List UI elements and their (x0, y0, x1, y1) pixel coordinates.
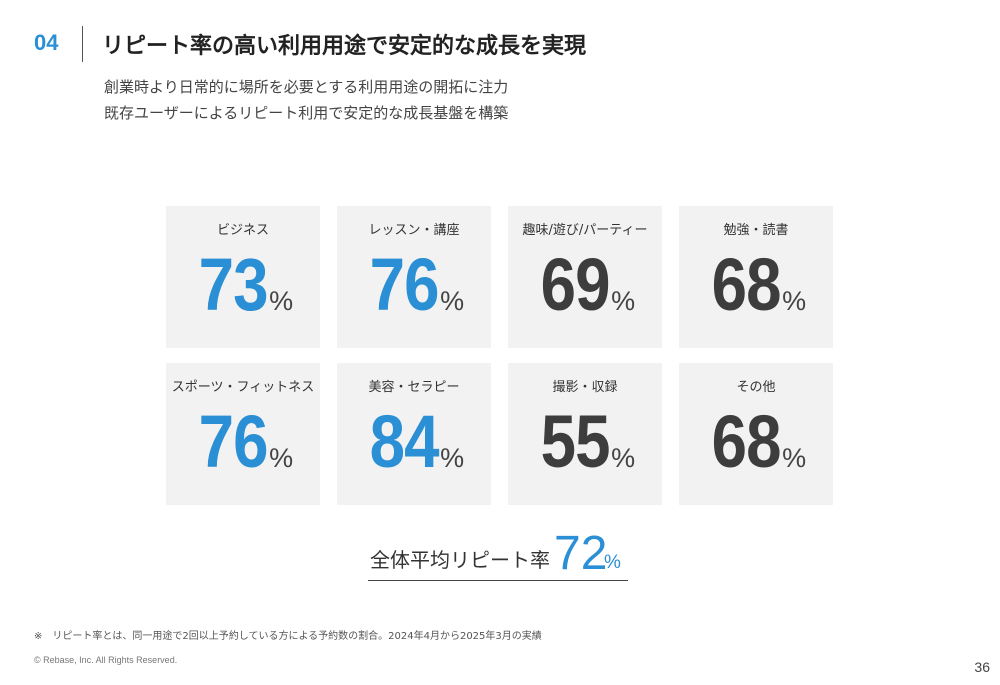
card-label: レッスン・講座 (368, 223, 460, 238)
usage-card-other: その他 68% (679, 363, 833, 505)
card-label: 趣味/遊び/パーティー (522, 223, 648, 238)
average-unit: % (604, 552, 621, 573)
page-number: 36 (974, 659, 990, 675)
card-label: ビジネス (216, 223, 269, 238)
average-label: 全体平均リピート率 (370, 548, 550, 572)
card-value: 76% (337, 248, 491, 322)
card-label: その他 (736, 380, 776, 395)
card-value-number: 68 (711, 400, 781, 483)
card-value: 73% (166, 248, 320, 322)
title-divider (82, 26, 83, 62)
footnote: ※ リピート率とは、同一用途で2回以上予約している方による予約数の割合。2024… (34, 631, 542, 642)
copyright: © Rebase, Inc. All Rights Reserved. (34, 655, 178, 665)
card-value: 68% (679, 248, 833, 322)
card-label: スポーツ・フィットネス (171, 380, 315, 395)
card-value: 84% (337, 405, 491, 479)
subtitle-line-2: 既存ユーザーによるリピート利用で安定的な成長基盤を構築 (104, 104, 509, 122)
usage-card-beauty: 美容・セラピー 84% (337, 363, 491, 505)
card-value-unit: % (440, 286, 465, 316)
usage-card-sports: スポーツ・フィットネス 76% (166, 363, 320, 505)
card-value-number: 76 (198, 400, 268, 483)
card-value-unit: % (611, 443, 636, 473)
usage-card-shooting: 撮影・収録 55% (508, 363, 662, 505)
page-title: リピート率の高い利用用途で安定的な成長を実現 (102, 34, 587, 59)
usage-card-business: ビジネス 73% (166, 206, 320, 348)
card-value-unit: % (782, 286, 807, 316)
card-value: 76% (166, 405, 320, 479)
card-label: 撮影・収録 (552, 380, 618, 395)
card-value-number: 55 (540, 400, 610, 483)
usage-card-lesson: レッスン・講座 76% (337, 206, 491, 348)
card-value-number: 68 (711, 243, 781, 326)
card-value-unit: % (440, 443, 465, 473)
card-label: 美容・セラピー (368, 380, 460, 395)
card-value-unit: % (782, 443, 807, 473)
average-repeat-rate: 全体平均リピート率 72 % (368, 528, 628, 581)
subtitle-line-1: 創業時より日常的に場所を必要とする利用用途の開拓に注力 (104, 78, 509, 96)
usage-card-hobby: 趣味/遊び/パーティー 69% (508, 206, 662, 348)
usage-card-study: 勉強・読書 68% (679, 206, 833, 348)
card-value-unit: % (611, 286, 636, 316)
card-value-number: 69 (540, 243, 610, 326)
card-value-number: 84 (369, 400, 439, 483)
card-value-unit: % (269, 443, 294, 473)
card-value-number: 76 (369, 243, 439, 326)
card-label: 勉強・読書 (723, 223, 789, 238)
card-value-unit: % (269, 286, 294, 316)
card-value-number: 73 (198, 243, 268, 326)
card-value: 55% (508, 405, 662, 479)
section-number: 04 (34, 30, 59, 55)
card-value: 69% (508, 248, 662, 322)
card-value: 68% (679, 405, 833, 479)
average-value: 72 (554, 527, 608, 580)
